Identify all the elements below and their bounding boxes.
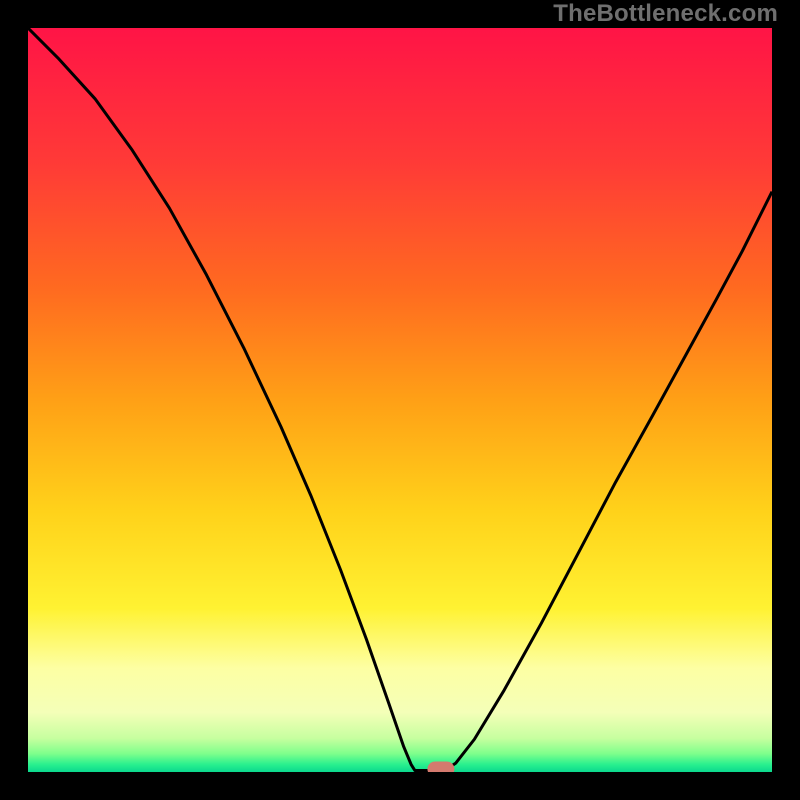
trough-marker	[428, 762, 454, 776]
chart-frame: TheBottleneck.com	[0, 0, 800, 800]
watermark-text: TheBottleneck.com	[553, 0, 778, 28]
bottleneck-chart-svg	[0, 0, 800, 800]
